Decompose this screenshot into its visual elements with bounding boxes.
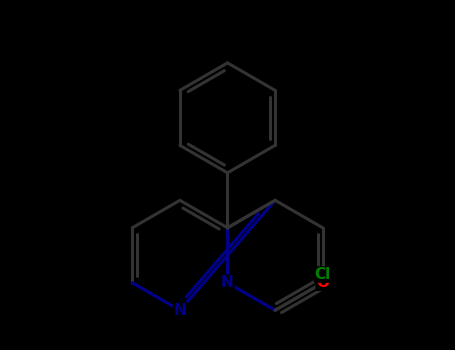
Text: N: N [173, 303, 186, 318]
Text: Cl: Cl [314, 267, 331, 282]
Text: N: N [221, 275, 234, 290]
Text: O: O [316, 275, 329, 290]
